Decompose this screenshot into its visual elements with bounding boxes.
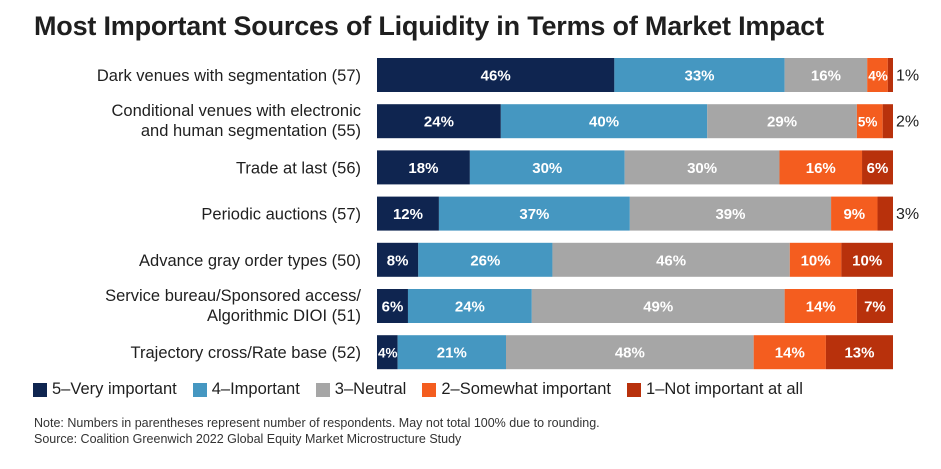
legend-swatch — [627, 382, 642, 397]
bar-segment-1-not-important-at-all — [825, 335, 893, 370]
data-label: 18% — [408, 160, 438, 177]
bar-segment-4-important — [418, 242, 553, 277]
data-label: 2% — [896, 114, 919, 131]
legend-swatch — [192, 382, 207, 397]
data-label: 37% — [519, 206, 549, 223]
bar-segment-4-important — [397, 335, 506, 370]
category-label: Trajectory cross/Rate base (52) — [131, 344, 361, 362]
legend-label: 4–Important — [211, 380, 300, 398]
chart-title: Most Important Sources of Liquidity in T… — [34, 11, 824, 41]
bar-segment-3-neutral — [552, 242, 790, 277]
bar-segment-2-somewhat-important — [867, 58, 888, 92]
bar-segment-3-neutral — [629, 196, 832, 231]
bar-segment-2-somewhat-important — [856, 104, 883, 139]
legend-swatch — [315, 382, 330, 397]
data-label: 40% — [589, 114, 619, 131]
data-label: 21% — [437, 345, 467, 362]
data-label: 10% — [801, 252, 831, 269]
legend-item-not-important: 1–Not important at all — [627, 380, 803, 399]
data-label: 46% — [481, 68, 511, 85]
bar-segment-2-somewhat-important — [831, 196, 878, 231]
data-label: 12% — [393, 206, 423, 223]
bar-segment-5-very-important — [377, 335, 398, 370]
bar-segment-3-neutral — [624, 150, 780, 185]
legend-label: 2–Somewhat important — [441, 380, 612, 398]
legend-item-neutral: 3–Neutral — [315, 380, 407, 399]
bar-segment-1-not-important-at-all — [882, 104, 893, 139]
legend-label: 5–Very important — [52, 380, 177, 398]
bar-segment-1-not-important-at-all — [862, 150, 893, 185]
chart-legend: 5–Very important 4–Important 3–Neutral 2… — [33, 380, 803, 399]
data-label: 5% — [858, 115, 878, 130]
data-label: 33% — [684, 68, 714, 85]
bar-segment-3-neutral — [784, 58, 868, 92]
category-label: Service bureau/Sponsored access/Algorith… — [105, 287, 361, 325]
category-label: Dark venues with segmentation (57) — [97, 67, 361, 85]
bar-segment-3-neutral — [506, 335, 754, 370]
data-label: 39% — [715, 206, 745, 223]
category-label: Trade at last (56) — [236, 159, 361, 177]
bar-segment-5-very-important — [377, 289, 408, 323]
data-label: 10% — [852, 252, 882, 269]
legend-item-somewhat-important: 2–Somewhat important — [422, 380, 611, 399]
bar-segment-1-not-important-at-all — [841, 242, 893, 277]
data-label: 16% — [811, 68, 841, 85]
bar-segment-2-somewhat-important — [779, 150, 863, 185]
bar-segment-4-important — [407, 289, 532, 323]
bar-segment-2-somewhat-important — [789, 242, 842, 277]
legend-label: 1–Not important at all — [646, 380, 803, 398]
data-label: 13% — [844, 345, 874, 362]
data-label: 3% — [896, 206, 919, 223]
data-label: 48% — [615, 345, 645, 362]
legend-item-important: 4–Important — [192, 380, 300, 399]
data-label: 9% — [843, 206, 865, 223]
category-label: Periodic auctions (57) — [201, 206, 361, 224]
data-label: 30% — [687, 160, 717, 177]
bar-segment-2-somewhat-important — [784, 289, 857, 323]
data-label: 29% — [767, 114, 797, 131]
bar-segment-3-neutral — [531, 289, 785, 323]
data-label: 7% — [864, 299, 886, 316]
data-label: 8% — [387, 252, 409, 269]
data-label: 24% — [455, 299, 485, 316]
category-label: Conditional venues with electronic and hu… — [112, 102, 361, 140]
data-label: 24% — [424, 114, 454, 131]
legend-item-very-important: 5–Very important — [33, 380, 177, 399]
note-text: Note: Numbers in parentheses represent n… — [34, 416, 600, 430]
data-label: 1% — [896, 68, 919, 85]
bar-segment-2-somewhat-important — [753, 335, 826, 370]
data-label: 4% — [378, 346, 398, 361]
bar-segment-1-not-important-at-all — [887, 58, 893, 92]
data-label: 6% — [382, 299, 404, 316]
bar-segment-4-important — [500, 104, 708, 139]
bar-segment-5-very-important — [377, 58, 615, 92]
category-label: Advance gray order types (50) — [139, 252, 361, 270]
bar-segment-1-not-important-at-all — [877, 196, 893, 231]
bar-segment-5-very-important — [377, 196, 439, 231]
data-label: 46% — [656, 252, 686, 269]
legend-swatch — [33, 382, 47, 397]
legend-label: 3–Neutral — [334, 380, 407, 398]
data-label: 14% — [775, 345, 805, 362]
legend-swatch — [422, 382, 437, 397]
data-label: 30% — [532, 160, 562, 177]
data-label: 16% — [806, 160, 836, 177]
bar-segment-5-very-important — [377, 150, 470, 185]
stacked-bar-chart: Dark venues with segmentation (57) 46% 33%… — [97, 58, 919, 370]
data-label: 14% — [806, 299, 836, 316]
data-label: 6% — [867, 160, 889, 177]
bar-segment-4-important — [614, 58, 785, 92]
bar-segment-1-not-important-at-all — [856, 289, 893, 323]
bar-segment-4-important — [469, 150, 625, 185]
bar-segment-4-important — [438, 196, 630, 231]
data-label: 49% — [643, 299, 673, 316]
bar-segment-3-neutral — [707, 104, 857, 139]
source-text: Source: Coalition Greenwich 2022 Global … — [34, 432, 462, 446]
bar-segment-5-very-important — [377, 104, 501, 139]
data-label: 26% — [470, 252, 500, 269]
bar-segment-5-very-important — [377, 242, 419, 277]
chart-notes: Note: Numbers in parentheses represent n… — [34, 415, 600, 447]
data-label: 4% — [868, 69, 888, 84]
